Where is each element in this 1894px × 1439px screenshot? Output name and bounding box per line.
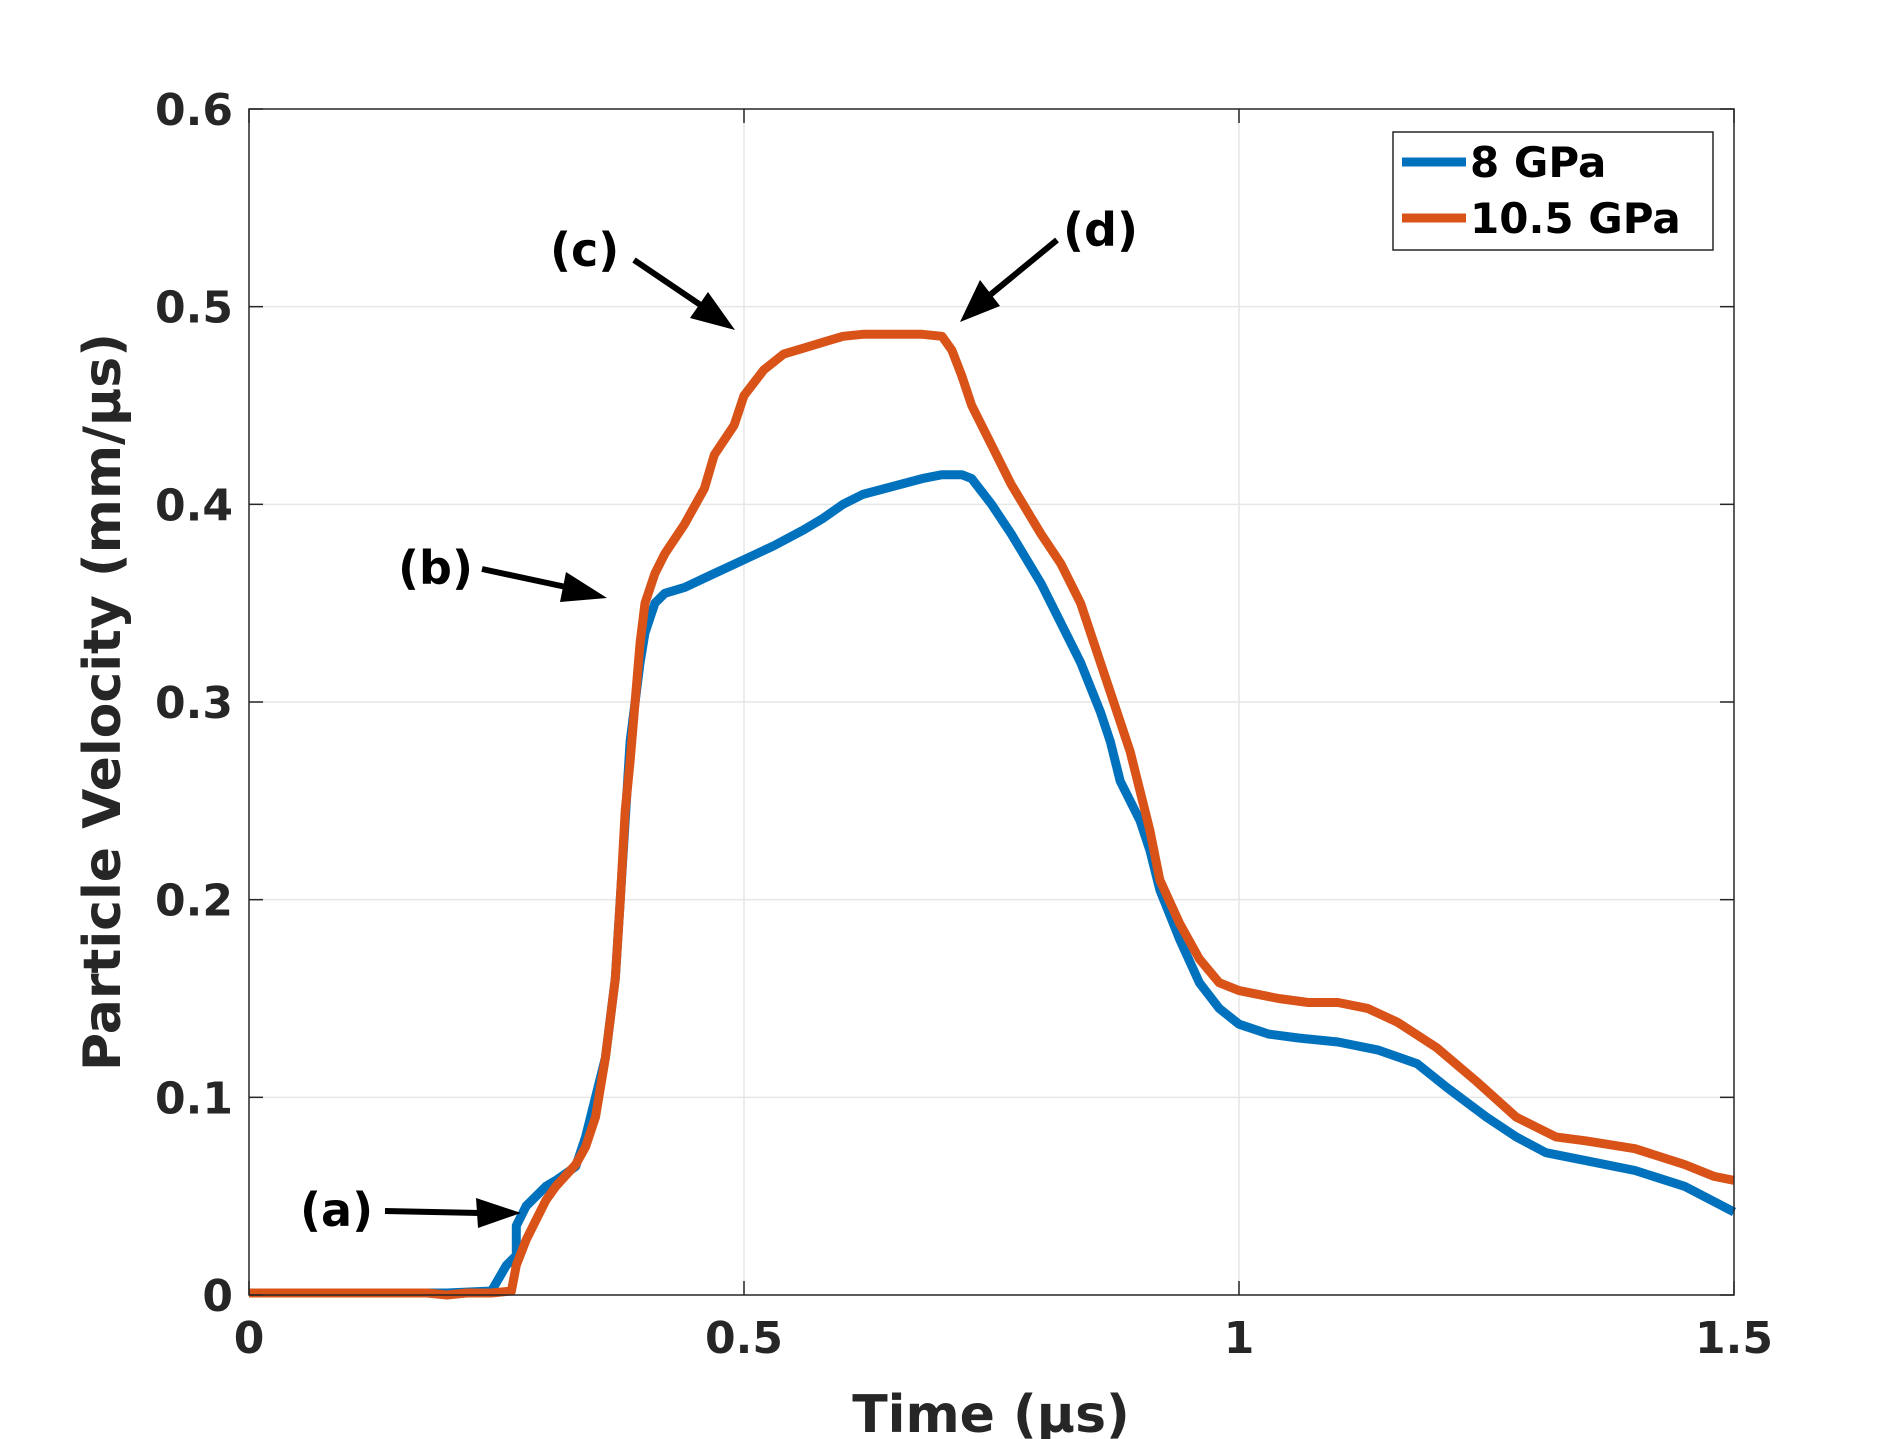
annotation-b-label: (b) xyxy=(398,541,473,595)
series-line-10-5-gpa xyxy=(249,329,1735,1300)
y-tick-label: 0 xyxy=(202,1271,233,1322)
x-axis-label: Time (μs) xyxy=(852,1385,1130,1439)
y-axis-label: Particle Velocity (mm/μs) xyxy=(73,333,133,1071)
annotation-b-arrowhead xyxy=(560,572,607,602)
annotation-d-arrowhead xyxy=(960,280,1000,322)
annotation-c-label: (c) xyxy=(550,223,619,277)
x-tick-label: 1 xyxy=(1224,1313,1255,1364)
y-tick-label: 0.4 xyxy=(155,480,233,531)
x-tick-label: 1.5 xyxy=(1695,1313,1773,1364)
annotations: (a) (b) (c) (d) xyxy=(300,203,1138,1237)
y-tick-label: 0.1 xyxy=(155,1073,233,1124)
annotation-a-label: (a) xyxy=(300,1183,373,1237)
y-tick-label: 0.3 xyxy=(155,678,233,729)
annotation-c-arrowhead xyxy=(690,292,735,330)
annotation-a-arrowhead xyxy=(476,1198,521,1228)
axis-ticks xyxy=(248,108,1735,1296)
legend-box xyxy=(1392,131,1714,251)
y-tick-label: 0.6 xyxy=(155,85,233,136)
annotation-d-arrow-shaft xyxy=(988,237,1059,298)
legend-label-10-5-gpa: 10.5 GPa xyxy=(1470,194,1681,243)
x-tick-label: 0 xyxy=(234,1313,265,1364)
tick-labels: 0 0.5 1 1.5 0 0.1 0.2 0.3 0.4 0.5 0.6 xyxy=(155,85,1773,1364)
y-tick-label: 0.2 xyxy=(155,876,233,927)
annotation-d-label: (d) xyxy=(1063,203,1138,257)
annotation-a-arrow-shaft xyxy=(384,1208,481,1216)
y-tick-label: 0.5 xyxy=(155,283,233,334)
series-line-8-gpa xyxy=(249,470,1737,1298)
annotation-c-arrow-shaft xyxy=(632,257,704,309)
legend: 8 GPa 10.5 GPa xyxy=(1392,131,1714,251)
x-tick-label: 0.5 xyxy=(705,1313,783,1364)
series-group xyxy=(249,329,1737,1300)
legend-label-8-gpa: 8 GPa xyxy=(1470,138,1606,187)
annotation-b-arrow-shaft xyxy=(481,566,567,590)
